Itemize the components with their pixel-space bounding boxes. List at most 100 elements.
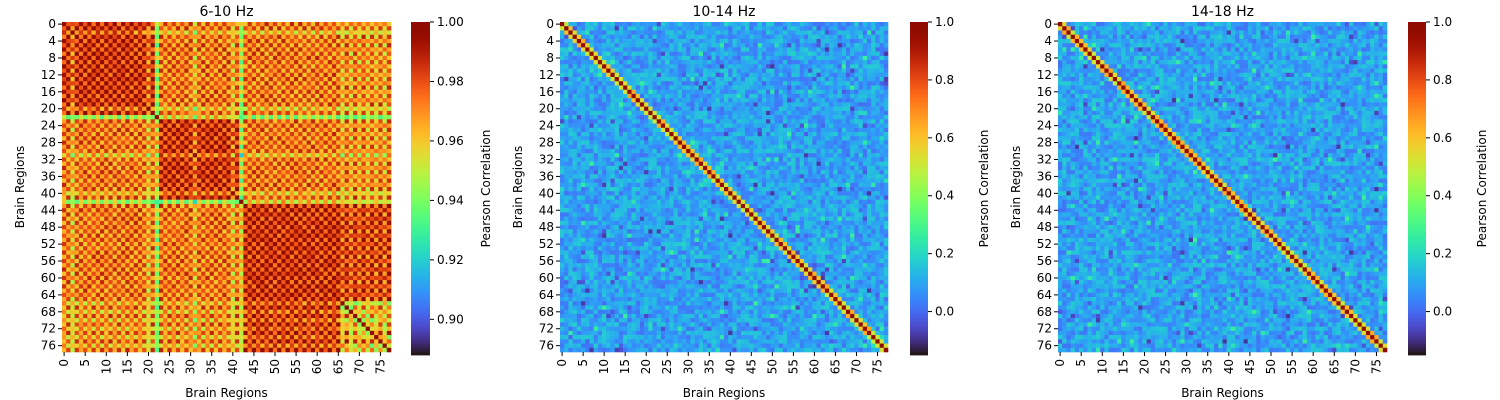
heatmap-cell <box>353 170 358 175</box>
heatmap-cell <box>332 22 337 27</box>
heatmap-cell <box>239 119 244 124</box>
heatmap-cell <box>324 119 329 124</box>
heatmap-cell <box>260 60 265 65</box>
heatmap-cell <box>210 119 215 124</box>
heatmap-cell <box>96 191 101 196</box>
heatmap-cell <box>340 259 345 264</box>
heatmap-cell <box>307 35 312 40</box>
heatmap-cell <box>146 102 151 107</box>
heatmap-cell <box>210 284 215 289</box>
heatmap-cell <box>370 157 375 162</box>
heatmap-cell <box>281 98 286 103</box>
heatmap-cell <box>62 107 67 112</box>
heatmap-cell <box>75 225 80 230</box>
heatmap-cell <box>218 255 223 260</box>
heatmap-cell <box>142 217 147 222</box>
heatmap-cell <box>349 69 354 74</box>
heatmap-cell <box>315 60 320 65</box>
heatmap-cell <box>315 77 320 82</box>
heatmap-cell <box>134 132 139 137</box>
heatmap-cell <box>357 107 362 112</box>
heatmap-cell <box>290 111 295 116</box>
heatmap-cell <box>79 289 84 294</box>
heatmap-cell <box>205 225 210 230</box>
heatmap-cell <box>189 238 194 243</box>
heatmap-cell <box>269 289 274 294</box>
heatmap-cell <box>104 234 109 239</box>
heatmap-cell <box>340 204 345 209</box>
heatmap-cell <box>83 166 88 171</box>
heatmap-cell <box>256 162 261 167</box>
heatmap-cell <box>361 183 366 188</box>
heatmap-cell <box>340 47 345 52</box>
heatmap-cell <box>100 174 105 179</box>
heatmap-cell <box>277 136 282 141</box>
heatmap-cell <box>163 102 168 107</box>
heatmap-cell <box>129 132 134 137</box>
heatmap-cell <box>248 128 253 133</box>
heatmap-cell <box>290 153 295 158</box>
heatmap-cell <box>361 157 366 162</box>
heatmap-cell <box>201 234 206 239</box>
heatmap-cell <box>269 69 274 74</box>
heatmap-cell <box>332 140 337 145</box>
heatmap-cell <box>96 229 101 234</box>
heatmap-cell <box>319 208 324 213</box>
heatmap-cell <box>146 259 151 264</box>
heatmap-cell <box>281 170 286 175</box>
heatmap-cell <box>104 140 109 145</box>
heatmap-cell <box>307 140 312 145</box>
heatmap-cell <box>269 136 274 141</box>
heatmap-cell <box>366 30 371 35</box>
heatmap-cell <box>227 179 232 184</box>
heatmap-cell <box>87 234 92 239</box>
heatmap-cell <box>210 246 215 251</box>
heatmap-cell <box>125 107 130 112</box>
heatmap-cell <box>277 183 282 188</box>
heatmap-cell <box>256 81 261 86</box>
heatmap-cell <box>163 225 168 230</box>
heatmap-cell <box>184 157 189 162</box>
heatmap-cell <box>167 204 172 209</box>
heatmap-cell <box>273 276 278 281</box>
heatmap-cell <box>184 204 189 209</box>
heatmap-cell <box>87 47 92 52</box>
heatmap-cell <box>184 132 189 137</box>
heatmap-cell <box>66 157 71 162</box>
heatmap-cell <box>324 246 329 251</box>
heatmap-cell <box>260 124 265 129</box>
heatmap-cell <box>159 85 164 90</box>
heatmap-cell <box>370 217 375 222</box>
heatmap-cell <box>79 47 84 52</box>
heatmap-cell <box>210 267 215 272</box>
heatmap-cell <box>235 200 240 205</box>
heatmap-cell <box>252 234 257 239</box>
heatmap-cell <box>264 267 269 272</box>
heatmap-cell <box>349 128 354 133</box>
heatmap-cell <box>248 124 253 129</box>
heatmap-cell <box>193 85 198 90</box>
heatmap-cell <box>96 234 101 239</box>
heatmap-cell <box>256 208 261 213</box>
heatmap-cell <box>151 157 156 162</box>
heatmap-cell <box>70 43 75 48</box>
heatmap-cell <box>205 140 210 145</box>
heatmap-cell <box>201 115 206 120</box>
heatmap-cell <box>227 255 232 260</box>
heatmap-cell <box>264 69 269 74</box>
heatmap-cell <box>357 289 362 294</box>
heatmap-cell <box>189 102 194 107</box>
heatmap-cell <box>332 136 337 141</box>
heatmap-cell <box>256 35 261 40</box>
heatmap-cell <box>75 187 80 192</box>
heatmap-cell <box>235 149 240 154</box>
heatmap-cell <box>138 81 143 86</box>
heatmap-cell <box>189 98 194 103</box>
heatmap-cell <box>151 128 156 133</box>
heatmap-cell <box>138 234 143 239</box>
heatmap-cell <box>172 263 177 268</box>
heatmap-cell <box>239 35 244 40</box>
heatmap-cell <box>311 263 316 268</box>
heatmap-cell <box>243 39 248 44</box>
heatmap-cell <box>383 174 388 179</box>
